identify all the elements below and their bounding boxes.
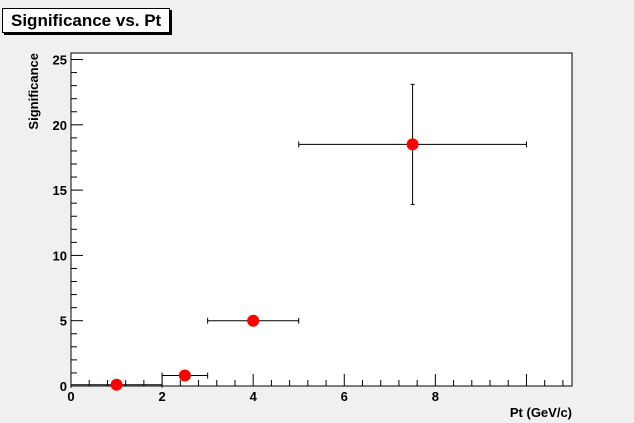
x-tick-label: 0	[67, 389, 74, 404]
y-tick-label: 25	[53, 53, 67, 68]
y-tick-label: 15	[53, 183, 67, 198]
data-point	[247, 314, 260, 327]
data-point	[178, 369, 191, 382]
y-tick-label: 5	[60, 314, 67, 329]
chart-title: Significance vs. Pt	[2, 8, 171, 33]
y-tick-label: 10	[53, 248, 67, 263]
x-tick-label: 2	[158, 389, 165, 404]
data-point	[406, 138, 419, 151]
y-tick-label: 20	[53, 118, 67, 133]
x-tick-label: 6	[341, 389, 348, 404]
y-axis-label: Significance	[26, 53, 41, 130]
y-tick-label: 0	[60, 379, 67, 394]
x-axis-label: Pt (GeV/c)	[510, 405, 572, 420]
x-tick-label: 8	[432, 389, 439, 404]
data-point	[110, 378, 123, 391]
plot-frame	[70, 52, 573, 387]
x-tick-label: 4	[250, 389, 258, 404]
data-points-group	[110, 138, 419, 391]
